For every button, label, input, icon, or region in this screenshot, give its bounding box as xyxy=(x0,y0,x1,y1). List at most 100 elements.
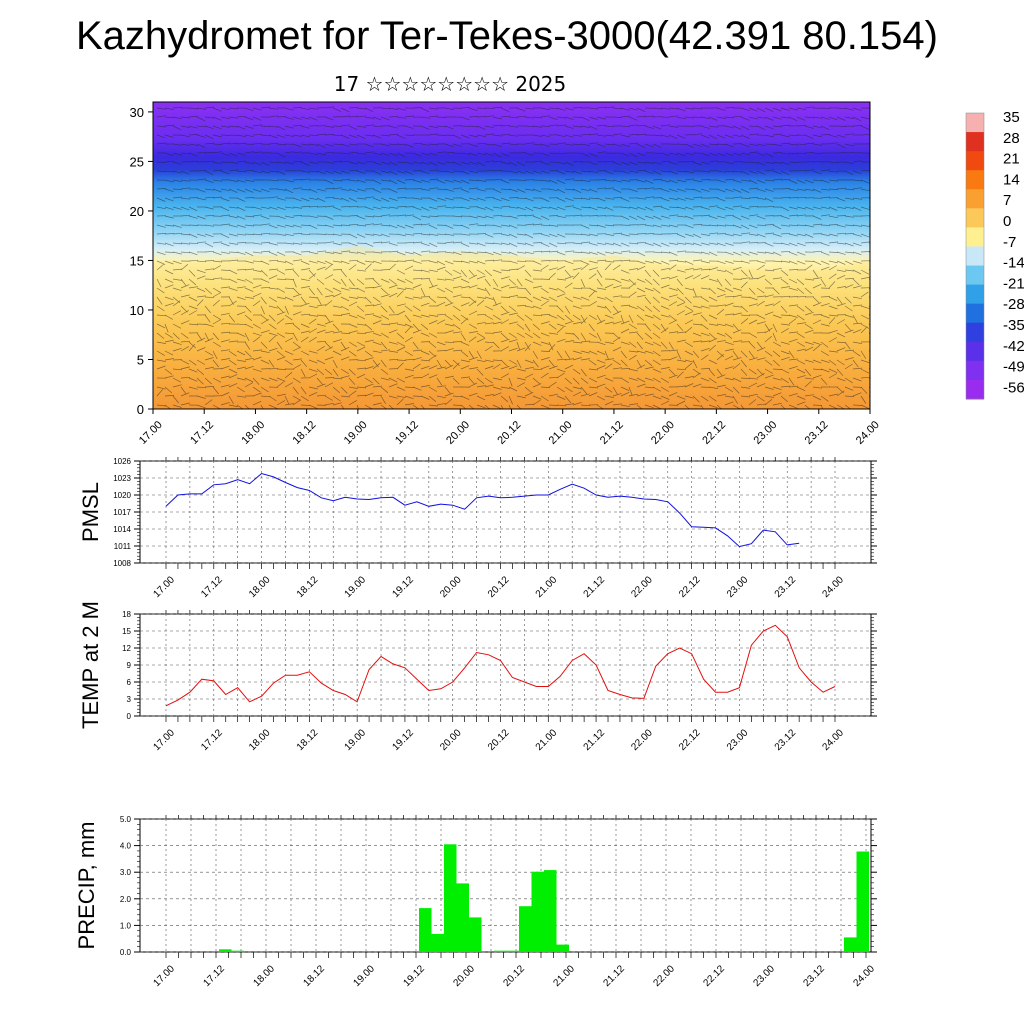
pmsl-xtick-label: 19.00 xyxy=(343,574,369,600)
precip-bar xyxy=(844,937,857,952)
colorbar-label: -28 xyxy=(1003,296,1024,313)
colorbar-label: 7 xyxy=(1003,192,1011,209)
temp-ytick-label: 6 xyxy=(127,678,132,687)
freezing-level-area xyxy=(153,245,870,409)
colorbar-swatch xyxy=(966,303,984,324)
precip-bar xyxy=(531,871,544,952)
colorbar-label: -56 xyxy=(1003,379,1024,396)
precip-xtick-label: 23.12 xyxy=(801,963,827,989)
pmsl-xtick-label: 21.00 xyxy=(534,574,560,600)
colorbar-label: -7 xyxy=(1003,234,1016,251)
colorbar-frame xyxy=(965,112,985,400)
cross-xtick-label: 20.00 xyxy=(444,419,472,447)
pmsl-xtick-label: 19.12 xyxy=(390,574,416,600)
chart-subtitle: 17 ☆☆☆☆☆☆☆☆ 2025 xyxy=(333,72,567,96)
cross-ytick-label: 15 xyxy=(130,253,144,268)
temp-xtick-label: 19.00 xyxy=(343,727,369,753)
pmsl-xtick-label: 22.12 xyxy=(677,574,703,600)
precip-bar xyxy=(431,933,444,952)
pmsl-xtick-label: 17.12 xyxy=(199,574,225,600)
precip-ytick-label: 4.0 xyxy=(120,842,132,851)
cross-ytick-label: 20 xyxy=(130,204,144,219)
precip-panel: 0.0 1.0 2.0 3.0 4.0 5.0 17.00 17.12 18.00 18.12 19… xyxy=(74,815,877,989)
pmsl-xtick-label: 23.00 xyxy=(725,574,751,600)
cross-xtick-label: 18.12 xyxy=(291,419,319,447)
temp-ytick-label: 12 xyxy=(122,644,131,653)
colorbar-label: 35 xyxy=(1003,109,1020,126)
precip-xtick-label: 22.12 xyxy=(701,963,727,989)
pmsl-ytick-label: 1020 xyxy=(113,491,131,500)
precip-bar xyxy=(856,851,869,952)
temp-xtick-label: 21.00 xyxy=(534,727,560,753)
colorbar-swatch xyxy=(966,379,984,400)
precip-bar xyxy=(519,906,532,952)
colorbar-swatch xyxy=(966,322,984,343)
temp-xtick-label: 24.00 xyxy=(820,727,846,753)
cross-xtick-label: 23.12 xyxy=(803,419,831,447)
pmsl-ylabel: PMSL xyxy=(78,482,103,542)
temp-ytick-label: 18 xyxy=(122,610,131,619)
precip-xtick-label: 23.00 xyxy=(751,963,777,989)
temp-xtick-label: 20.12 xyxy=(486,727,512,753)
pmsl-xtick-label: 17.00 xyxy=(151,574,177,600)
cross-xtick-label: 17.12 xyxy=(188,419,216,447)
pmsl-xtick-label: 22.00 xyxy=(629,574,655,600)
colorbar-label: -49 xyxy=(1003,359,1024,376)
temp-xtick-label: 19.12 xyxy=(390,727,416,753)
colorbar-swatch xyxy=(966,265,984,286)
temp-ylabel: TEMP at 2 M xyxy=(78,601,103,729)
temp-ytick-label: 3 xyxy=(127,695,132,704)
pmsl-panel: 1008 1011 1014 1017 1020 1023 1026 17.00 17.12 18… xyxy=(78,457,877,600)
precip-bar xyxy=(219,949,232,952)
precip-ytick-label: 5.0 xyxy=(120,815,132,824)
colorbar-swatch xyxy=(966,151,984,171)
precip-bar xyxy=(544,870,557,952)
precip-bar xyxy=(494,950,507,952)
temp-xtick-label: 17.00 xyxy=(151,727,177,753)
colorbar-label: 14 xyxy=(1003,171,1020,188)
temp-series-line xyxy=(165,624,836,707)
precip-frame xyxy=(139,818,872,953)
temp-xtick-label: 18.00 xyxy=(247,727,273,753)
precip-bar xyxy=(444,844,457,952)
pmsl-xtick-label: 24.00 xyxy=(820,574,846,600)
temp-xtick-label: 20.00 xyxy=(438,727,464,753)
temp-xtick-label: 23.00 xyxy=(725,727,751,753)
colorbar: 35 28 21 14 7 0 -7 -14 -21 -28 -35 -42 -49 -56 xyxy=(965,109,1024,400)
precip-xtick-label: 24.00 xyxy=(851,963,877,989)
precip-xtick-label: 21.12 xyxy=(601,963,627,989)
cross-ytick-label: 10 xyxy=(130,303,144,318)
wind-barbs xyxy=(156,106,870,409)
colorbar-label: -35 xyxy=(1003,317,1024,334)
colorbar-swatch xyxy=(966,246,984,267)
pmsl-xtick-label: 18.00 xyxy=(247,574,273,600)
precip-xtick-label: 21.00 xyxy=(551,963,577,989)
cross-xtick-label: 18.00 xyxy=(239,419,267,447)
precip-ytick-label: 2.0 xyxy=(120,895,132,904)
precip-xtick-label: 17.00 xyxy=(151,963,177,989)
colorbar-swatch xyxy=(966,341,984,362)
cross-ytick-label: 0 xyxy=(137,402,144,417)
cross-xtick-label: 23.00 xyxy=(751,419,779,447)
temp-xtick-label: 23.12 xyxy=(773,727,799,753)
colorbar-swatch xyxy=(966,113,984,133)
temp-xtick-label: 17.12 xyxy=(199,727,225,753)
pmsl-xtick-label: 23.12 xyxy=(773,574,799,600)
temp-panel: 0 3 6 9 12 15 18 17.00 17.12 18.00 18.12 19.00 19.12… xyxy=(78,601,877,753)
colorbar-swatch xyxy=(966,170,984,190)
precip-xtick-label: 20.00 xyxy=(451,963,477,989)
pmsl-ytick-label: 1023 xyxy=(113,474,131,483)
temp-ytick-label: 9 xyxy=(127,661,132,670)
pmsl-xtick-label: 21.12 xyxy=(582,574,608,600)
chart-title: Kazhydromet for Ter-Tekes-3000(42.391 80… xyxy=(76,14,938,58)
precip-xtick-label: 19.12 xyxy=(401,963,427,989)
cross-xtick-label: 24.00 xyxy=(854,419,882,447)
colorbar-swatch xyxy=(966,132,984,152)
precip-xtick-label: 17.12 xyxy=(201,963,227,989)
cross-ytick-label: 5 xyxy=(137,352,144,367)
pmsl-ytick-label: 1017 xyxy=(113,508,131,517)
temp-xtick-label: 22.00 xyxy=(629,727,655,753)
temp-ytick-label: 0 xyxy=(127,712,132,721)
colorbar-label: 21 xyxy=(1003,151,1020,168)
